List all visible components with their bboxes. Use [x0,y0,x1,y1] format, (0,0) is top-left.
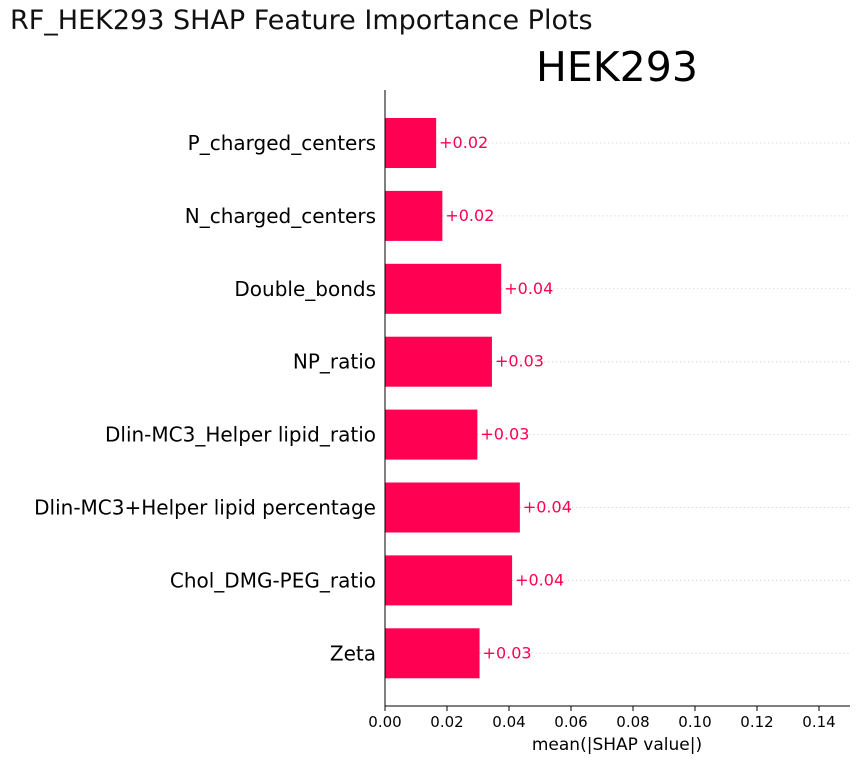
row-guides [436,142,850,654]
bar [385,409,478,460]
x-tick-label: 0.14 [802,713,835,731]
x-tick-label: 0.04 [492,713,525,731]
x-tick-label: 0.02 [430,713,463,731]
bar [385,482,520,533]
feature-label: Dlin-MC3_Helper lipid_ratio [105,423,376,447]
bar [385,118,437,168]
plot-title: HEK293 [536,43,698,91]
value-label: +0.03 [495,352,544,371]
feature-label: Dlin-MC3+Helper lipid percentage [34,496,376,520]
feature-label: NP_ratio [293,350,376,374]
value-label: +0.03 [480,425,529,444]
value-label: +0.02 [445,206,494,225]
bar [385,555,513,606]
value-label: +0.04 [515,570,564,589]
bar [385,263,502,314]
bar [385,190,443,241]
x-axis-ticks: 0.00 0.02 0.04 0.06 0.08 0.10 0.12 0.14 [368,706,836,731]
x-tick-label: 0.00 [368,713,401,731]
x-tick-label: 0.12 [740,713,773,731]
feature-label: Chol_DMG-PEG_ratio [170,568,376,592]
x-tick-label: 0.08 [616,713,649,731]
figure-title: RF_HEK293 SHAP Feature Importance Plots [10,5,593,36]
x-tick-label: 0.06 [554,713,587,731]
bar [385,628,480,679]
value-label: +0.04 [523,498,572,517]
bars [385,118,520,679]
feature-label: Zeta [330,641,376,665]
bar [385,336,492,387]
feature-label: Double_bonds [234,277,376,301]
feature-labels: P_charged_centers N_charged_centers Double… [34,131,376,665]
feature-label: P_charged_centers [188,131,376,155]
value-labels: +0.02 +0.02 +0.04 +0.03 +0.03 +0.04 +0.04 +0.03 [439,133,572,662]
feature-label: N_charged_centers [185,204,376,228]
value-label: +0.03 [483,643,532,662]
value-label: +0.04 [504,279,553,298]
value-label: +0.02 [439,133,488,152]
x-axis-label: mean(|SHAP value|) [532,735,702,755]
x-tick-label: 0.10 [678,713,711,731]
